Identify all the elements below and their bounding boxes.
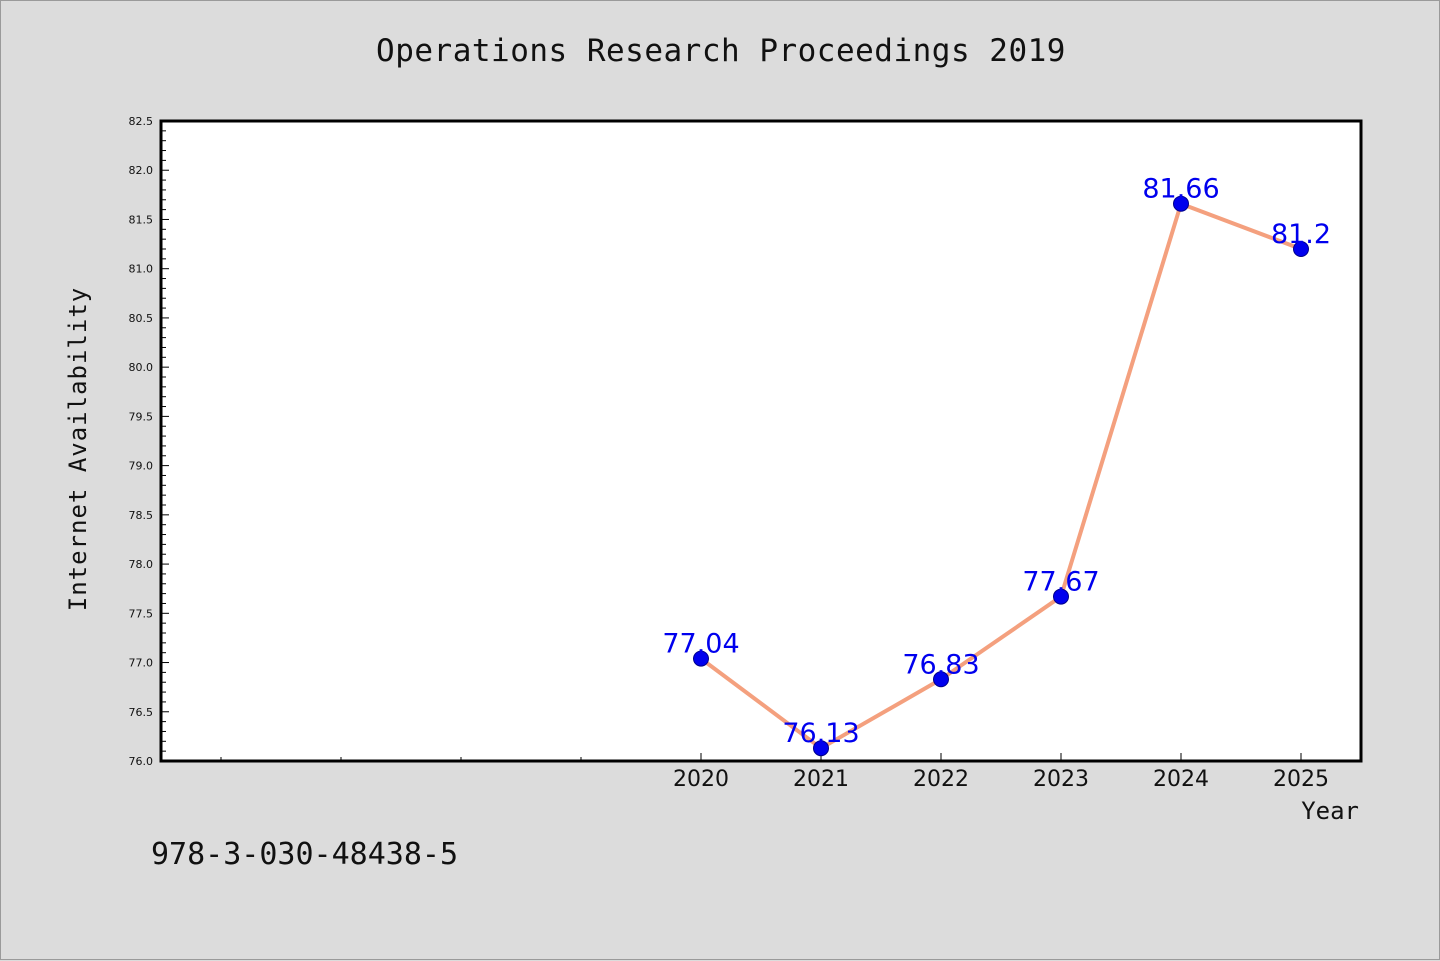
data-label: 76.83 [902, 649, 979, 680]
data-label: 77.67 [1022, 567, 1099, 598]
x-axis-label: Year [1301, 797, 1359, 825]
x-tick-label: 2023 [1033, 767, 1089, 792]
data-point-marker [813, 740, 829, 757]
x-tick-label: 2021 [793, 767, 849, 792]
data-label: 81.2 [1271, 219, 1331, 250]
y-tick-label: 82.0 [129, 164, 154, 177]
x-tick-label: 2025 [1273, 767, 1329, 792]
data-point-marker [1173, 195, 1189, 212]
y-tick-label: 80.0 [129, 361, 154, 374]
y-tick-label: 81.5 [129, 213, 154, 226]
data-point-marker [933, 671, 949, 688]
data-label: 81.66 [1142, 174, 1219, 205]
y-tick-label: 78.5 [129, 509, 154, 522]
y-tick-label: 80.5 [129, 312, 154, 325]
x-tick-label: 2024 [1153, 767, 1209, 792]
y-tick-label: 77.0 [129, 657, 154, 670]
data-point-marker [1293, 241, 1309, 257]
y-tick-label: 78.0 [129, 558, 154, 571]
data-label: 77.04 [662, 629, 739, 660]
y-tick-label: 82.5 [129, 115, 154, 128]
data-point-marker [1053, 588, 1069, 605]
data-point-marker [693, 650, 709, 667]
x-tick-label: 2020 [673, 767, 729, 792]
y-tick-label: 81.0 [129, 263, 154, 276]
y-tick-label: 79.5 [129, 410, 154, 423]
y-tick-label: 76.5 [129, 706, 154, 719]
x-tick-label: 2022 [913, 767, 969, 792]
data-label: 76.13 [782, 718, 859, 749]
y-tick-label: 79.0 [129, 460, 154, 473]
y-axis-label: Internet Availability [64, 286, 92, 612]
series-line [699, 201, 1302, 751]
isbn-text: 978-3-030-48438-5 [151, 837, 459, 872]
y-tick-label: 77.5 [129, 607, 154, 620]
y-tick-label: 76.0 [129, 755, 154, 768]
plot-area [159, 119, 1363, 763]
chart-title: Operations Research Proceedings 2019 [376, 33, 1066, 69]
